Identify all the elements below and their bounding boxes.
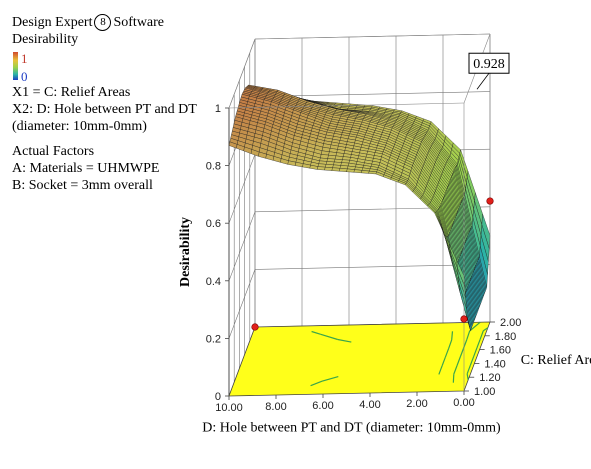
response-name: Desirability bbox=[12, 32, 79, 47]
z-tick-label: 0.4 bbox=[206, 276, 221, 288]
x-tick-label: 4.00 bbox=[359, 399, 380, 411]
plot-box-front bbox=[228, 33, 491, 396]
contour-line bbox=[320, 333, 338, 341]
surface-patch bbox=[338, 168, 348, 172]
x-tick-label: 2.00 bbox=[406, 398, 427, 410]
z-tick-label: 1 bbox=[215, 103, 221, 115]
registered-mark: 8 bbox=[94, 14, 112, 31]
z-tick-label: 0.8 bbox=[206, 161, 221, 173]
y-tick-label: 1.60 bbox=[490, 345, 511, 357]
contour-line bbox=[444, 348, 450, 358]
contour-line bbox=[311, 330, 321, 335]
color-scale-min: 0 bbox=[21, 69, 28, 84]
axis-labels: 0.928 0 0.2 0.4 0.6 0.8 1 10.00 8.00 6.00 4.00 2.00… bbox=[178, 52, 591, 436]
contour-line bbox=[469, 356, 475, 366]
surface-patch bbox=[324, 166, 333, 171]
y-tick-label: 1.80 bbox=[495, 331, 516, 343]
contour-line bbox=[476, 339, 481, 349]
contour-line bbox=[466, 330, 471, 340]
y-tick-label: 2.00 bbox=[500, 317, 521, 329]
color-scale-max: 1 bbox=[21, 51, 28, 66]
z-tick-label: 0.6 bbox=[206, 218, 221, 230]
z-tick-label: 0.2 bbox=[206, 333, 221, 345]
y-tick-label: 1.20 bbox=[479, 372, 500, 384]
contour-line bbox=[451, 331, 454, 340]
surface-patch bbox=[353, 169, 363, 174]
color-scale: 1 0 bbox=[12, 50, 197, 84]
brand-name: Design Expert bbox=[12, 15, 93, 30]
z-gridline-back-wall bbox=[254, 264, 491, 270]
color-scale-bar bbox=[13, 52, 18, 80]
contour-line bbox=[473, 347, 478, 357]
factor-x2: X2: D: Hole between PT and DT bbox=[12, 102, 197, 117]
z-axis-title: Desirability bbox=[178, 217, 193, 287]
z-tick-label: 0 bbox=[215, 391, 221, 403]
z-gridline-left-wall bbox=[228, 154, 256, 224]
design-points bbox=[251, 197, 494, 331]
contour-line bbox=[466, 373, 469, 381]
actual-factors-title: Actual Factors bbox=[12, 144, 95, 159]
x-tick-label: 10.00 bbox=[215, 402, 243, 414]
contour-line bbox=[469, 321, 481, 332]
x-axis-title: D: Hole between PT and DT (diameter: 10m… bbox=[202, 421, 501, 436]
contour-line bbox=[441, 356, 446, 367]
contour-line bbox=[479, 330, 484, 340]
actual-factor-a: A: Materials = UHMWPE bbox=[12, 161, 160, 176]
surface-patch bbox=[331, 167, 341, 172]
contour-line bbox=[453, 365, 458, 375]
flag-leader bbox=[476, 72, 490, 90]
contour-line bbox=[438, 365, 443, 375]
x-tick-label: 6.00 bbox=[312, 400, 333, 412]
flag-box bbox=[468, 52, 510, 74]
z-gridline-left-wall bbox=[228, 269, 256, 339]
factor-x2-range: (diameter: 10mm-0mm) bbox=[12, 119, 147, 134]
surface-patch bbox=[360, 170, 370, 174]
y-tick-label: 1.40 bbox=[484, 358, 505, 370]
x-tick-label: 8.00 bbox=[265, 401, 286, 413]
surface-patch bbox=[346, 168, 355, 173]
contour-floor bbox=[228, 321, 491, 397]
surface-patch bbox=[316, 166, 326, 171]
y-tick-label: 1.00 bbox=[474, 386, 495, 398]
contour-line bbox=[321, 375, 339, 382]
software-brand: Design Expert 8 Software bbox=[12, 14, 197, 31]
box-edge bbox=[228, 38, 256, 109]
contour-line bbox=[466, 364, 471, 375]
z-gridline-back-wall bbox=[254, 91, 491, 97]
contour-line bbox=[459, 348, 465, 358]
brand-suffix: Software bbox=[113, 15, 165, 30]
x-tick-label: 0.00 bbox=[453, 397, 474, 409]
design-point bbox=[486, 197, 494, 205]
contour-line bbox=[483, 327, 489, 332]
legend-panel: Design Expert 8 Software Desirability 1 … bbox=[12, 14, 197, 194]
response-surface bbox=[228, 84, 491, 332]
z-gridline-left-wall bbox=[228, 211, 256, 281]
box-edge bbox=[228, 102, 465, 109]
contour-line bbox=[448, 339, 453, 349]
y-axis-title: C: Relief Areas bbox=[521, 353, 591, 368]
plot-floor bbox=[228, 321, 491, 397]
box-edge bbox=[254, 33, 491, 40]
actual-factor-b: B: Socket = 3mm overall bbox=[12, 178, 153, 193]
contour-line bbox=[337, 338, 352, 343]
contour-line bbox=[310, 380, 323, 387]
factor-x1: X1 = C: Relief Areas bbox=[12, 85, 131, 100]
design-point bbox=[251, 323, 259, 331]
design-point bbox=[460, 315, 468, 323]
flag-value: 0.928 bbox=[473, 57, 505, 72]
contour-line bbox=[456, 356, 461, 366]
